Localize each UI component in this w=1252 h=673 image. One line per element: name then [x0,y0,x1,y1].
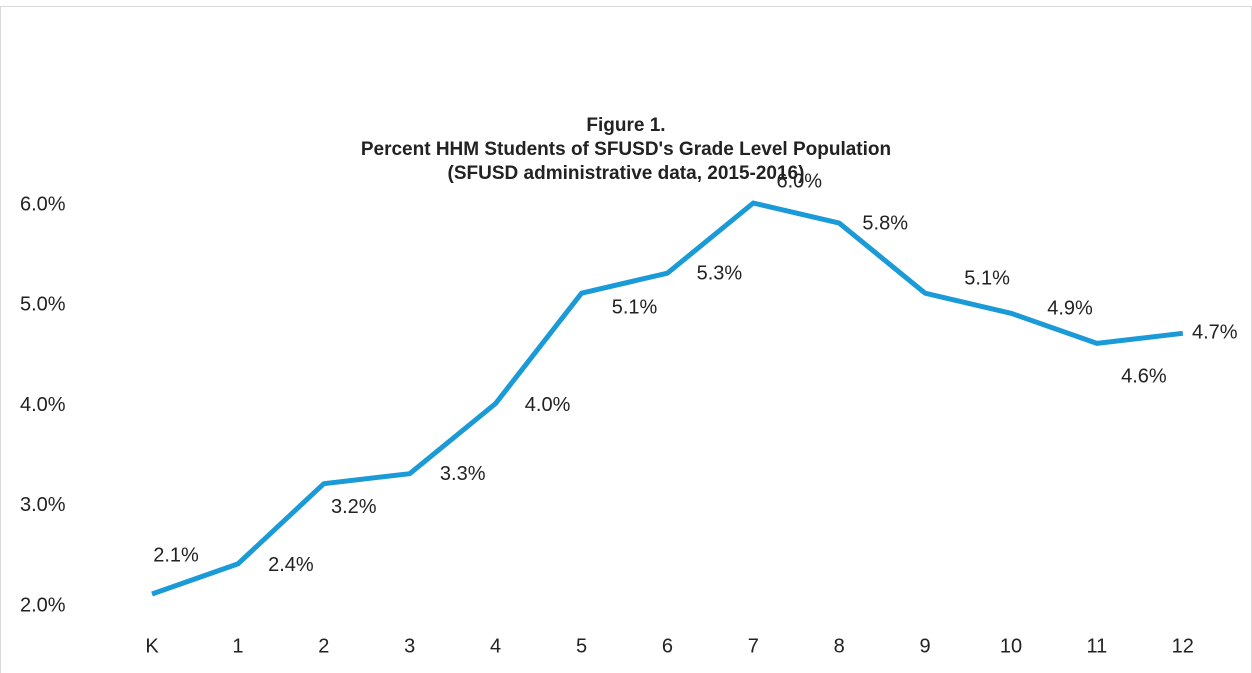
data-label: 4.6% [1121,366,1167,388]
data-label: 3.2% [331,496,377,518]
data-label: 6.0% [777,170,823,192]
data-label: 5.1% [612,297,658,319]
data-line [151,200,1184,597]
data-label: 5.1% [964,268,1010,290]
data-label: 4.7% [1192,322,1238,344]
x-tick-label: 8 [834,635,845,657]
y-tick-label: 3.0% [20,494,66,516]
chart-title: (SFUSD administrative data, 2015-2016) [448,163,805,184]
data-label: 4.0% [525,394,571,416]
x-tick-label: 9 [920,635,931,657]
data-label: 2.4% [268,554,314,576]
chart-title: Percent HHM Students of SFUSD's Grade Le… [361,139,891,160]
y-tick-label: 2.0% [20,594,66,616]
y-tick-label: 6.0% [20,193,66,215]
chart-title: Figure 1. [586,115,665,136]
x-tick-label: 3 [404,635,415,657]
x-tick-label: 4 [490,635,501,657]
x-tick-label: 11 [1087,635,1108,657]
x-tick-label: 12 [1172,635,1194,657]
y-tick-label: 5.0% [20,294,66,316]
data-label: 2.1% [153,544,199,566]
data-label: 5.8% [862,212,908,234]
x-tick-label: 1 [232,635,243,657]
data-label: 5.3% [697,262,743,284]
data-label: 4.9% [1047,298,1093,320]
x-tick-label: 2 [318,635,329,657]
data-label: 3.3% [440,463,486,485]
x-tick-label: 5 [576,635,587,657]
y-tick-label: 4.0% [20,394,66,416]
x-tick-label: 10 [1000,635,1022,657]
x-tick-label: K [145,635,159,657]
chart-frame [0,6,1252,673]
x-tick-label: 6 [662,635,673,657]
x-tick-label: 7 [748,635,759,657]
